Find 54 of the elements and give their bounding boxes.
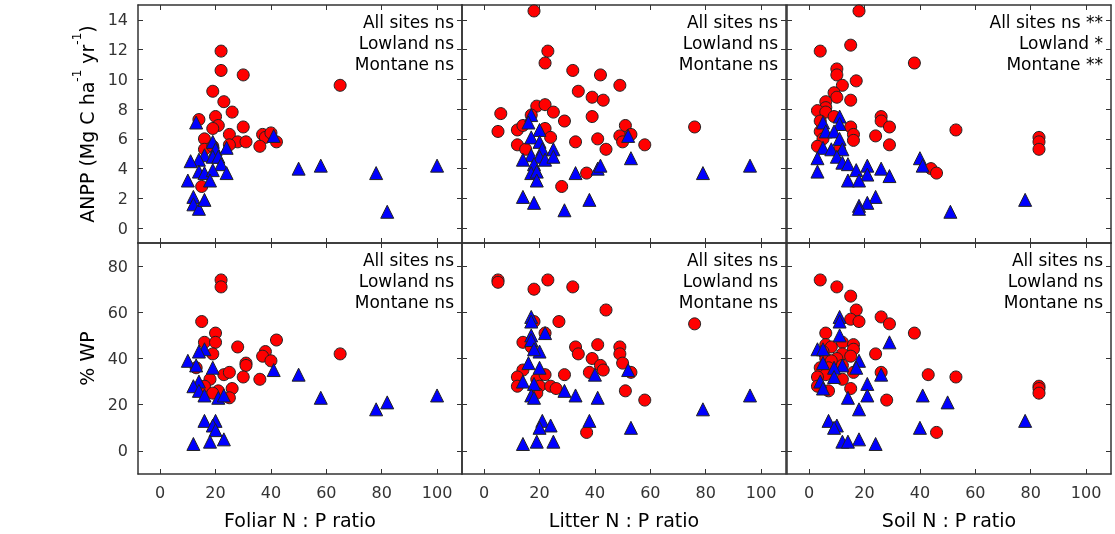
y-axis-title: ANPP (Mg C ha-1 yr-1) [69, 25, 99, 223]
y-tick-label: 0 [117, 441, 128, 461]
x-tick-label: 0 [155, 482, 166, 502]
x-axis-title: Soil N : P ratio [881, 508, 1017, 531]
x-axis-title: Foliar N : P ratio [224, 508, 376, 531]
y-tick-label: 14 [107, 10, 128, 30]
y-tick-label: 0 [117, 218, 128, 238]
y-tick-label: 2 [117, 188, 128, 208]
x-tick-label: 20 [529, 482, 550, 502]
y-tick-label: 12 [107, 40, 128, 60]
annotation: Montane ns [1003, 291, 1104, 312]
y-tick-label: 80 [107, 256, 128, 276]
x-tick-label: 0 [804, 482, 815, 502]
y-tick-label: 8 [117, 99, 128, 119]
x-tick-label: 100 [421, 482, 453, 502]
annotation: All sites ns [686, 11, 779, 32]
annotation: Montane ** [1006, 53, 1103, 74]
x-tick-label: 80 [371, 482, 392, 502]
annotation: All sites ns [686, 249, 779, 270]
y-tick-label: 4 [117, 159, 128, 179]
annotation: Montane ns [354, 53, 455, 74]
y-tick-label: 10 [107, 69, 128, 89]
x-tick-label: 40 [260, 482, 282, 502]
x-tick-label: 60 [965, 482, 986, 502]
annotation: Montane ns [678, 53, 779, 74]
x-tick-label: 40 [584, 482, 606, 502]
x-tick-label: 80 [1020, 482, 1041, 502]
annotation: All sites ns ** [989, 11, 1103, 32]
annotation: Lowland ns [358, 32, 455, 53]
x-axis-title: Litter N : P ratio [548, 508, 700, 531]
x-tick-label: 100 [1070, 482, 1102, 502]
annotation: Lowland ns [682, 270, 779, 291]
y-tick-label: 60 [107, 302, 128, 322]
y-tick-label: 20 [107, 395, 128, 415]
annotation: Lowland ns [682, 32, 779, 53]
annotation: Montane ns [678, 291, 779, 312]
annotation: All sites ns [1011, 249, 1104, 270]
x-tick-label: 60 [640, 482, 661, 502]
x-tick-label: 80 [695, 482, 716, 502]
x-tick-label: 0 [479, 482, 490, 502]
x-tick-label: 100 [745, 482, 777, 502]
y-tick-label: 40 [107, 349, 128, 368]
y-axis-title: % WP [76, 331, 99, 386]
x-tick-label: 20 [854, 482, 875, 502]
x-tick-label: 60 [316, 482, 337, 502]
annotation: Lowland ns [358, 270, 455, 291]
x-tick-label: 40 [909, 482, 931, 502]
annotation: Lowland * [1018, 32, 1103, 53]
annotation: All sites ns [362, 249, 455, 270]
annotation: Montane ns [354, 291, 455, 312]
annotation: All sites ns [362, 11, 455, 32]
x-tick-label: 20 [205, 482, 226, 502]
y-tick-label: 6 [117, 129, 128, 149]
annotation: Lowland ns [1007, 270, 1104, 291]
